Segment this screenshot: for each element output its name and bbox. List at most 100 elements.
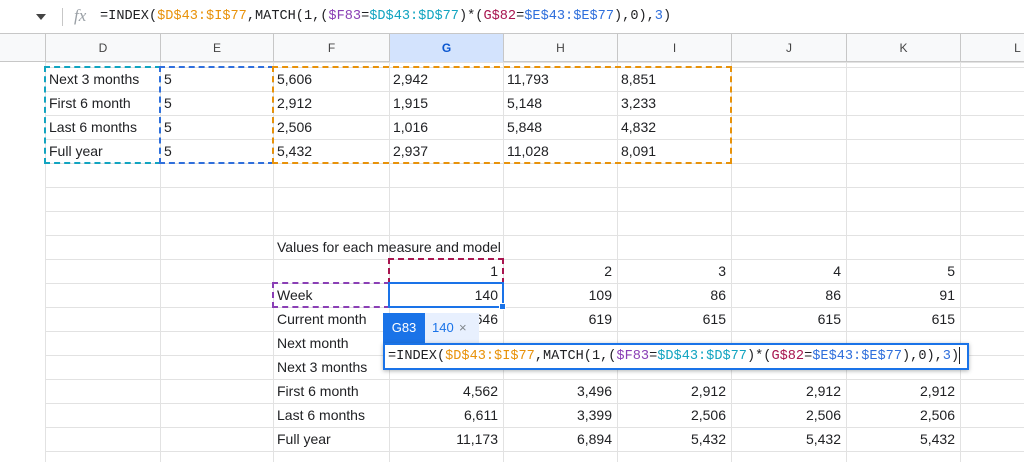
- cell-text: Full year: [277, 431, 331, 447]
- cell-text: 615: [931, 311, 955, 327]
- cell-text: 2,937: [393, 143, 429, 159]
- formula-token: =INDEX(: [388, 349, 446, 365]
- row-line: [45, 139, 1024, 140]
- text-cursor: [959, 347, 961, 364]
- formula-token: ),0),: [902, 349, 943, 365]
- formula-token: $F83: [328, 9, 362, 24]
- formula-bar: fx =INDEX($D$43:$I$77,MATCH(1,($F83=$D$4…: [0, 0, 1024, 34]
- cell-editor[interactable]: =INDEX($D$43:$I$77,MATCH(1,($F83=$D$43:$…: [383, 343, 969, 370]
- cell-text: First 6 month: [49, 95, 131, 111]
- cell-text: Next 3 months: [277, 359, 368, 375]
- cell-text: 2,506: [690, 407, 726, 423]
- column-line: [45, 62, 46, 462]
- fill-handle: [499, 303, 506, 310]
- formula-token: )*(: [458, 9, 484, 24]
- cell-tooltip: G83 140 ×: [383, 313, 479, 343]
- cell-text: Next 3 months: [49, 71, 140, 87]
- cell-text: 91: [939, 287, 955, 303]
- column-header: F: [273, 34, 389, 62]
- formula-token: =: [361, 9, 370, 24]
- cell-text: 4,832: [621, 119, 657, 135]
- formula-token: G$82: [771, 349, 805, 365]
- cell-text: 86: [825, 287, 841, 303]
- cell-text: 5,432: [690, 431, 726, 447]
- cell-text: 6,611: [464, 407, 498, 423]
- column-header: H: [503, 34, 617, 62]
- close-button[interactable]: ×: [459, 320, 467, 335]
- cell-text: 3,399: [576, 407, 612, 423]
- column-header: J: [731, 34, 846, 62]
- cell-text: 5,606: [277, 71, 313, 87]
- cell-text: 615: [702, 311, 726, 327]
- cell-text: 1: [490, 263, 498, 279]
- formula-token: ): [662, 9, 672, 24]
- row-line: [45, 379, 1024, 380]
- cell-text: Current month: [277, 311, 367, 327]
- cell-text: 109: [588, 287, 612, 303]
- row-line: [45, 235, 1024, 236]
- cell-text: 4,562: [462, 383, 498, 399]
- column-line: [617, 62, 618, 462]
- separator: [62, 8, 63, 26]
- row-line: [45, 451, 1024, 452]
- dropdown-arrow[interactable]: [35, 13, 47, 21]
- cell-text: 8,851: [621, 71, 657, 87]
- row-line: [45, 307, 1024, 308]
- cell-text: 8,091: [621, 143, 657, 159]
- cell-text: 3,496: [576, 383, 612, 399]
- cell-text: 2,506: [805, 407, 841, 423]
- formula-token: $E$43:$E$77: [812, 349, 902, 365]
- cell-text: 2,912: [919, 383, 955, 399]
- cell-text: 11,028: [507, 143, 549, 159]
- formula-token: 3: [654, 9, 663, 24]
- range-highlight: [272, 282, 390, 308]
- column-line: [960, 62, 961, 462]
- formula-token: )*(: [746, 349, 772, 365]
- formula-token: =: [649, 349, 658, 365]
- cell-text: 2,912: [690, 383, 726, 399]
- cell-text: 2,942: [393, 71, 429, 87]
- cell-text: 619: [588, 311, 612, 327]
- formula-text[interactable]: =INDEX($D$43:$I$77,MATCH(1,($F83=$D$43:$…: [100, 7, 671, 27]
- range-highlight: [44, 66, 161, 164]
- formula-token: $D$43:$I$77: [157, 9, 247, 24]
- row-line: [45, 403, 1024, 404]
- row-line: [45, 115, 1024, 116]
- cell-text: 2,506: [277, 119, 313, 135]
- cell-text: 86: [710, 287, 726, 303]
- formula-token: $F83: [616, 349, 650, 365]
- cell-text: 2,912: [277, 95, 313, 111]
- row-line: [45, 211, 1024, 212]
- cell-text: 6,894: [576, 431, 612, 447]
- formula-token: =: [804, 349, 813, 365]
- row-line: [45, 427, 1024, 428]
- cell-text: 11,173: [456, 431, 498, 447]
- formula-token: $D$43:$D$77: [369, 9, 459, 24]
- cell-text: 2: [604, 263, 612, 279]
- formula-token: $E$43:$E$77: [524, 9, 614, 24]
- cell-text: 2,506: [919, 407, 955, 423]
- row-line: [45, 187, 1024, 188]
- column-header: E: [160, 34, 273, 62]
- range-highlight: [388, 258, 504, 284]
- formula-token: G$82: [483, 9, 517, 24]
- cell-text: 5: [164, 71, 172, 87]
- selected-cell: [388, 282, 504, 308]
- formula-token: ): [950, 349, 960, 365]
- column-header: D: [45, 34, 160, 62]
- cell-text: 5,432: [277, 143, 313, 159]
- column-line: [160, 62, 161, 462]
- cell-text: Last 6 months: [277, 407, 365, 423]
- column-line: [273, 62, 274, 462]
- cell-text: 5: [164, 95, 172, 111]
- cell-text: 615: [817, 311, 841, 327]
- cell-text: 5,432: [919, 431, 955, 447]
- column-header-bar: [0, 34, 1024, 62]
- row-line: [45, 283, 1024, 284]
- column-header: K: [846, 34, 960, 62]
- cell-text: 11,793: [507, 71, 549, 87]
- column-header: G: [389, 34, 503, 62]
- cell-text: 4: [833, 263, 841, 279]
- column-header: L: [960, 34, 1024, 62]
